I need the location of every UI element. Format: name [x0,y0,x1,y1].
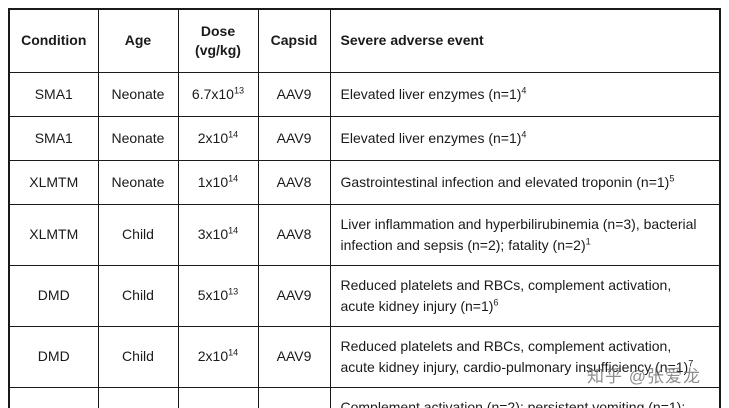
cell-capsid: AAV9 [257,386,331,408]
cell-age: Child [97,386,179,408]
event-text: Complement activation (n=2); persistent … [340,398,686,408]
dose-exponent: 14 [228,173,239,184]
header-cell-condition: Condition [8,8,99,73]
cell-age: Child [97,203,179,266]
event-reference: 1 [585,236,591,247]
cell-dose: 5x1013 [177,264,259,327]
cell-age: Neonate [97,71,179,117]
event-text: Liver inflammation and hyperbilirubinemi… [340,215,697,253]
cell-severe-adverse-event: Elevated liver enzymes (n=1)4 [329,115,721,161]
cell-severe-adverse-event: Reduced platelets and RBCs, complement a… [329,325,721,388]
cell-dose: 3x1014 [177,203,259,266]
table-header-row: Condition Age Dose (vg/kg) Capsid Severe… [8,8,721,73]
table-row: SMA1 Neonate 6.7x1013 AAV9 Elevated live… [8,71,721,117]
event-text: Elevated liver enzymes (n=1) [340,129,522,146]
table-row: XLMTM Child 3x1014 AAV8 Liver inflammati… [8,203,721,266]
header-cell-severe-adverse-event: Severe adverse event [329,8,721,73]
dose-base: 3x10 [197,226,229,243]
table-row: SMA1 Neonate 2x1014 AAV9 Elevated liver … [8,115,721,161]
dose-exponent: 14 [228,225,239,236]
table-row: DMD Child 5x1013 AAV9 Reduced platelets … [8,264,721,327]
header-cell-age: Age [97,8,179,73]
cell-dose: 1x1014 [177,159,259,205]
cell-severe-adverse-event: Liver inflammation and hyperbilirubinemi… [329,203,721,266]
header-cell-dose: Dose (vg/kg) [177,8,259,73]
header-cell-capsid: Capsid [257,8,331,73]
event-reference: 5 [669,173,675,184]
cell-condition: SMA1 [8,71,99,117]
cell-capsid: AAV9 [257,264,331,327]
table-row: DMD Child 2x1014 AAV9 Reduced platelets … [8,325,721,388]
cell-age: Child [97,325,179,388]
cell-dose: 2x1014 [177,325,259,388]
dose-exponent: 14 [228,129,239,140]
table-row: DMD Child 3x1014 AAV9 Complement activat… [8,386,721,408]
cell-dose: 2x1014 [177,115,259,161]
dose-base: 2x10 [197,129,229,146]
dose-exponent: 13 [228,286,239,297]
cell-capsid: AAV9 [257,115,331,161]
event-text: Elevated liver enzymes (n=1) [340,85,522,102]
dose-base: 1x10 [197,173,229,190]
dose-base: 2x10 [197,348,229,365]
cell-capsid: AAV8 [257,203,331,266]
cell-age: Child [97,264,179,327]
cell-severe-adverse-event: Elevated liver enzymes (n=1)4 [329,71,721,117]
event-reference: 6 [493,297,499,308]
cell-dose: 3x1014 [177,386,259,408]
cell-age: Neonate [97,159,179,205]
cell-capsid: AAV9 [257,71,331,117]
cell-condition: XLMTM [8,159,99,205]
cell-condition: DMD [8,325,99,388]
dose-base: 5x10 [197,287,229,304]
event-text: Reduced platelets and RBCs, complement a… [340,337,689,375]
cell-severe-adverse-event: Reduced platelets and RBCs, complement a… [329,264,721,327]
event-reference: 4 [521,85,527,96]
event-reference: 7 [688,358,694,369]
cell-severe-adverse-event: Gastrointestinal infection and elevated … [329,159,721,205]
event-text: Reduced platelets and RBCs, complement a… [340,276,672,314]
cell-condition: DMD [8,264,99,327]
cell-age: Neonate [97,115,179,161]
table-row: XLMTM Neonate 1x1014 AAV8 Gastrointestin… [8,159,721,205]
cell-dose: 6.7x1013 [177,71,259,117]
event-text: Gastrointestinal infection and elevated … [340,173,670,190]
dose-exponent: 13 [233,85,245,96]
cell-condition: SMA1 [8,115,99,161]
cell-capsid: AAV9 [257,325,331,388]
dose-exponent: 14 [228,347,239,358]
cell-condition: DMD [8,386,99,408]
event-reference: 4 [521,129,527,140]
cell-severe-adverse-event: Complement activation (n=2); persistent … [329,386,721,408]
dose-base: 6.7x10 [191,85,234,102]
adverse-events-table: Condition Age Dose (vg/kg) Capsid Severe… [8,8,721,408]
cell-capsid: AAV8 [257,159,331,205]
cell-condition: XLMTM [8,203,99,266]
